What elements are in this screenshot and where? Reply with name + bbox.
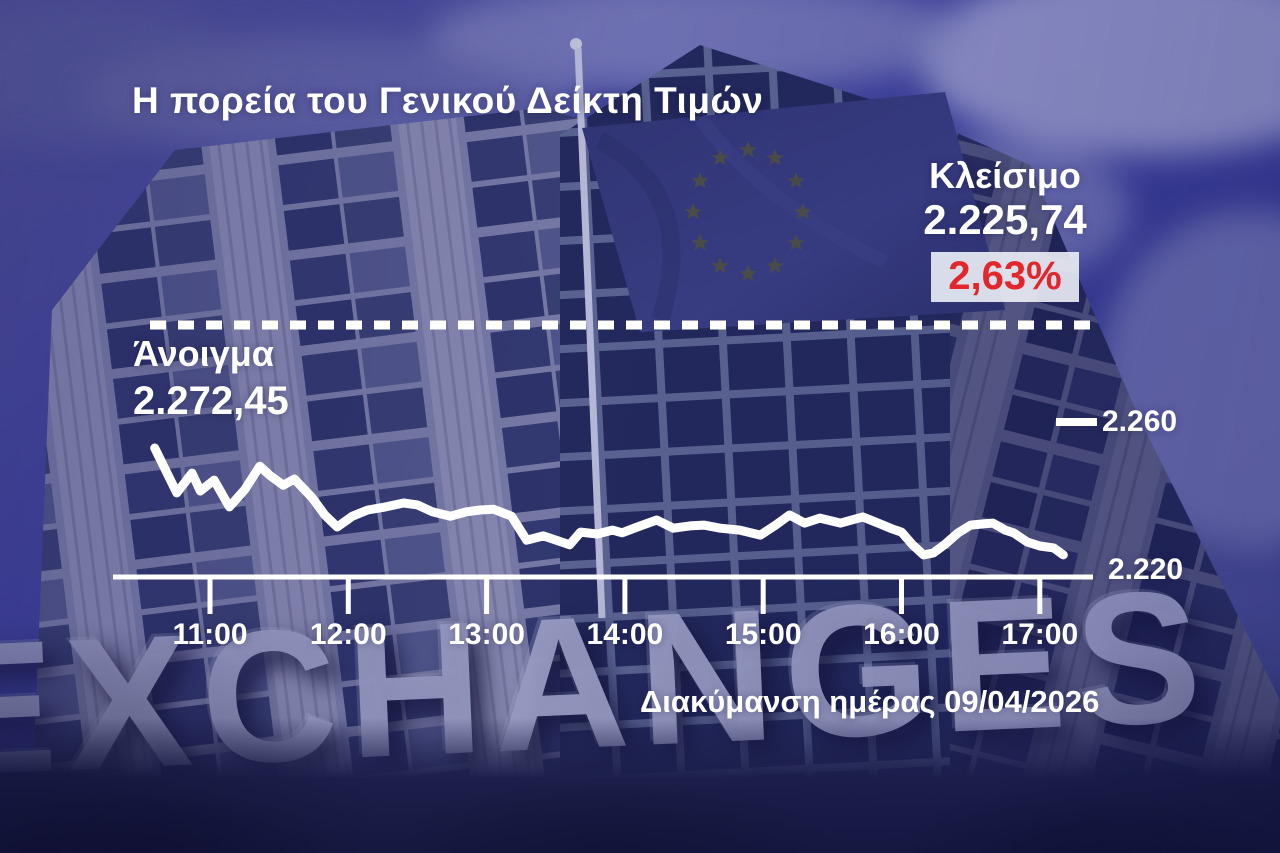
y-tick-label-2260: 2.260 — [1102, 405, 1178, 438]
change-badge: 2,63% — [931, 251, 1079, 302]
x-axis-labels: 11:00 12:00 13:00 14:00 15:00 16:00 17:00 — [0, 618, 1280, 658]
x-tick-label: 17:00 — [1001, 618, 1079, 651]
change-percent: 2,63% — [948, 254, 1062, 299]
y-tick-label-2220: 2.220 — [1108, 553, 1184, 586]
x-tick-label: 12:00 — [309, 618, 387, 651]
open-label: Άνοιγμα — [133, 333, 274, 374]
x-tick-label: 13:00 — [448, 618, 525, 651]
x-axis-ticks — [207, 579, 1043, 614]
x-tick-label: 16:00 — [863, 618, 940, 651]
x-tick-label: 15:00 — [724, 618, 802, 651]
chart-title: Η πορεία του Γενικού Δείκτη Τιμών — [132, 80, 764, 121]
price-line — [150, 443, 1068, 560]
date-caption: Διακύμανση ημέρας 09/04/2026 — [640, 684, 1100, 719]
close-value: 2.225,74 — [923, 196, 1087, 244]
x-tick-label: 14:00 — [586, 618, 664, 651]
close-block: Κλείσιμο 2.225,74 2,63% — [862, 155, 1148, 302]
x-tick-label: 11:00 — [172, 618, 248, 651]
close-label: Κλείσιμο — [929, 155, 1081, 196]
open-value: 2.272,45 — [133, 378, 289, 423]
open-block: Άνοιγμα 2.272,45 — [133, 334, 289, 425]
